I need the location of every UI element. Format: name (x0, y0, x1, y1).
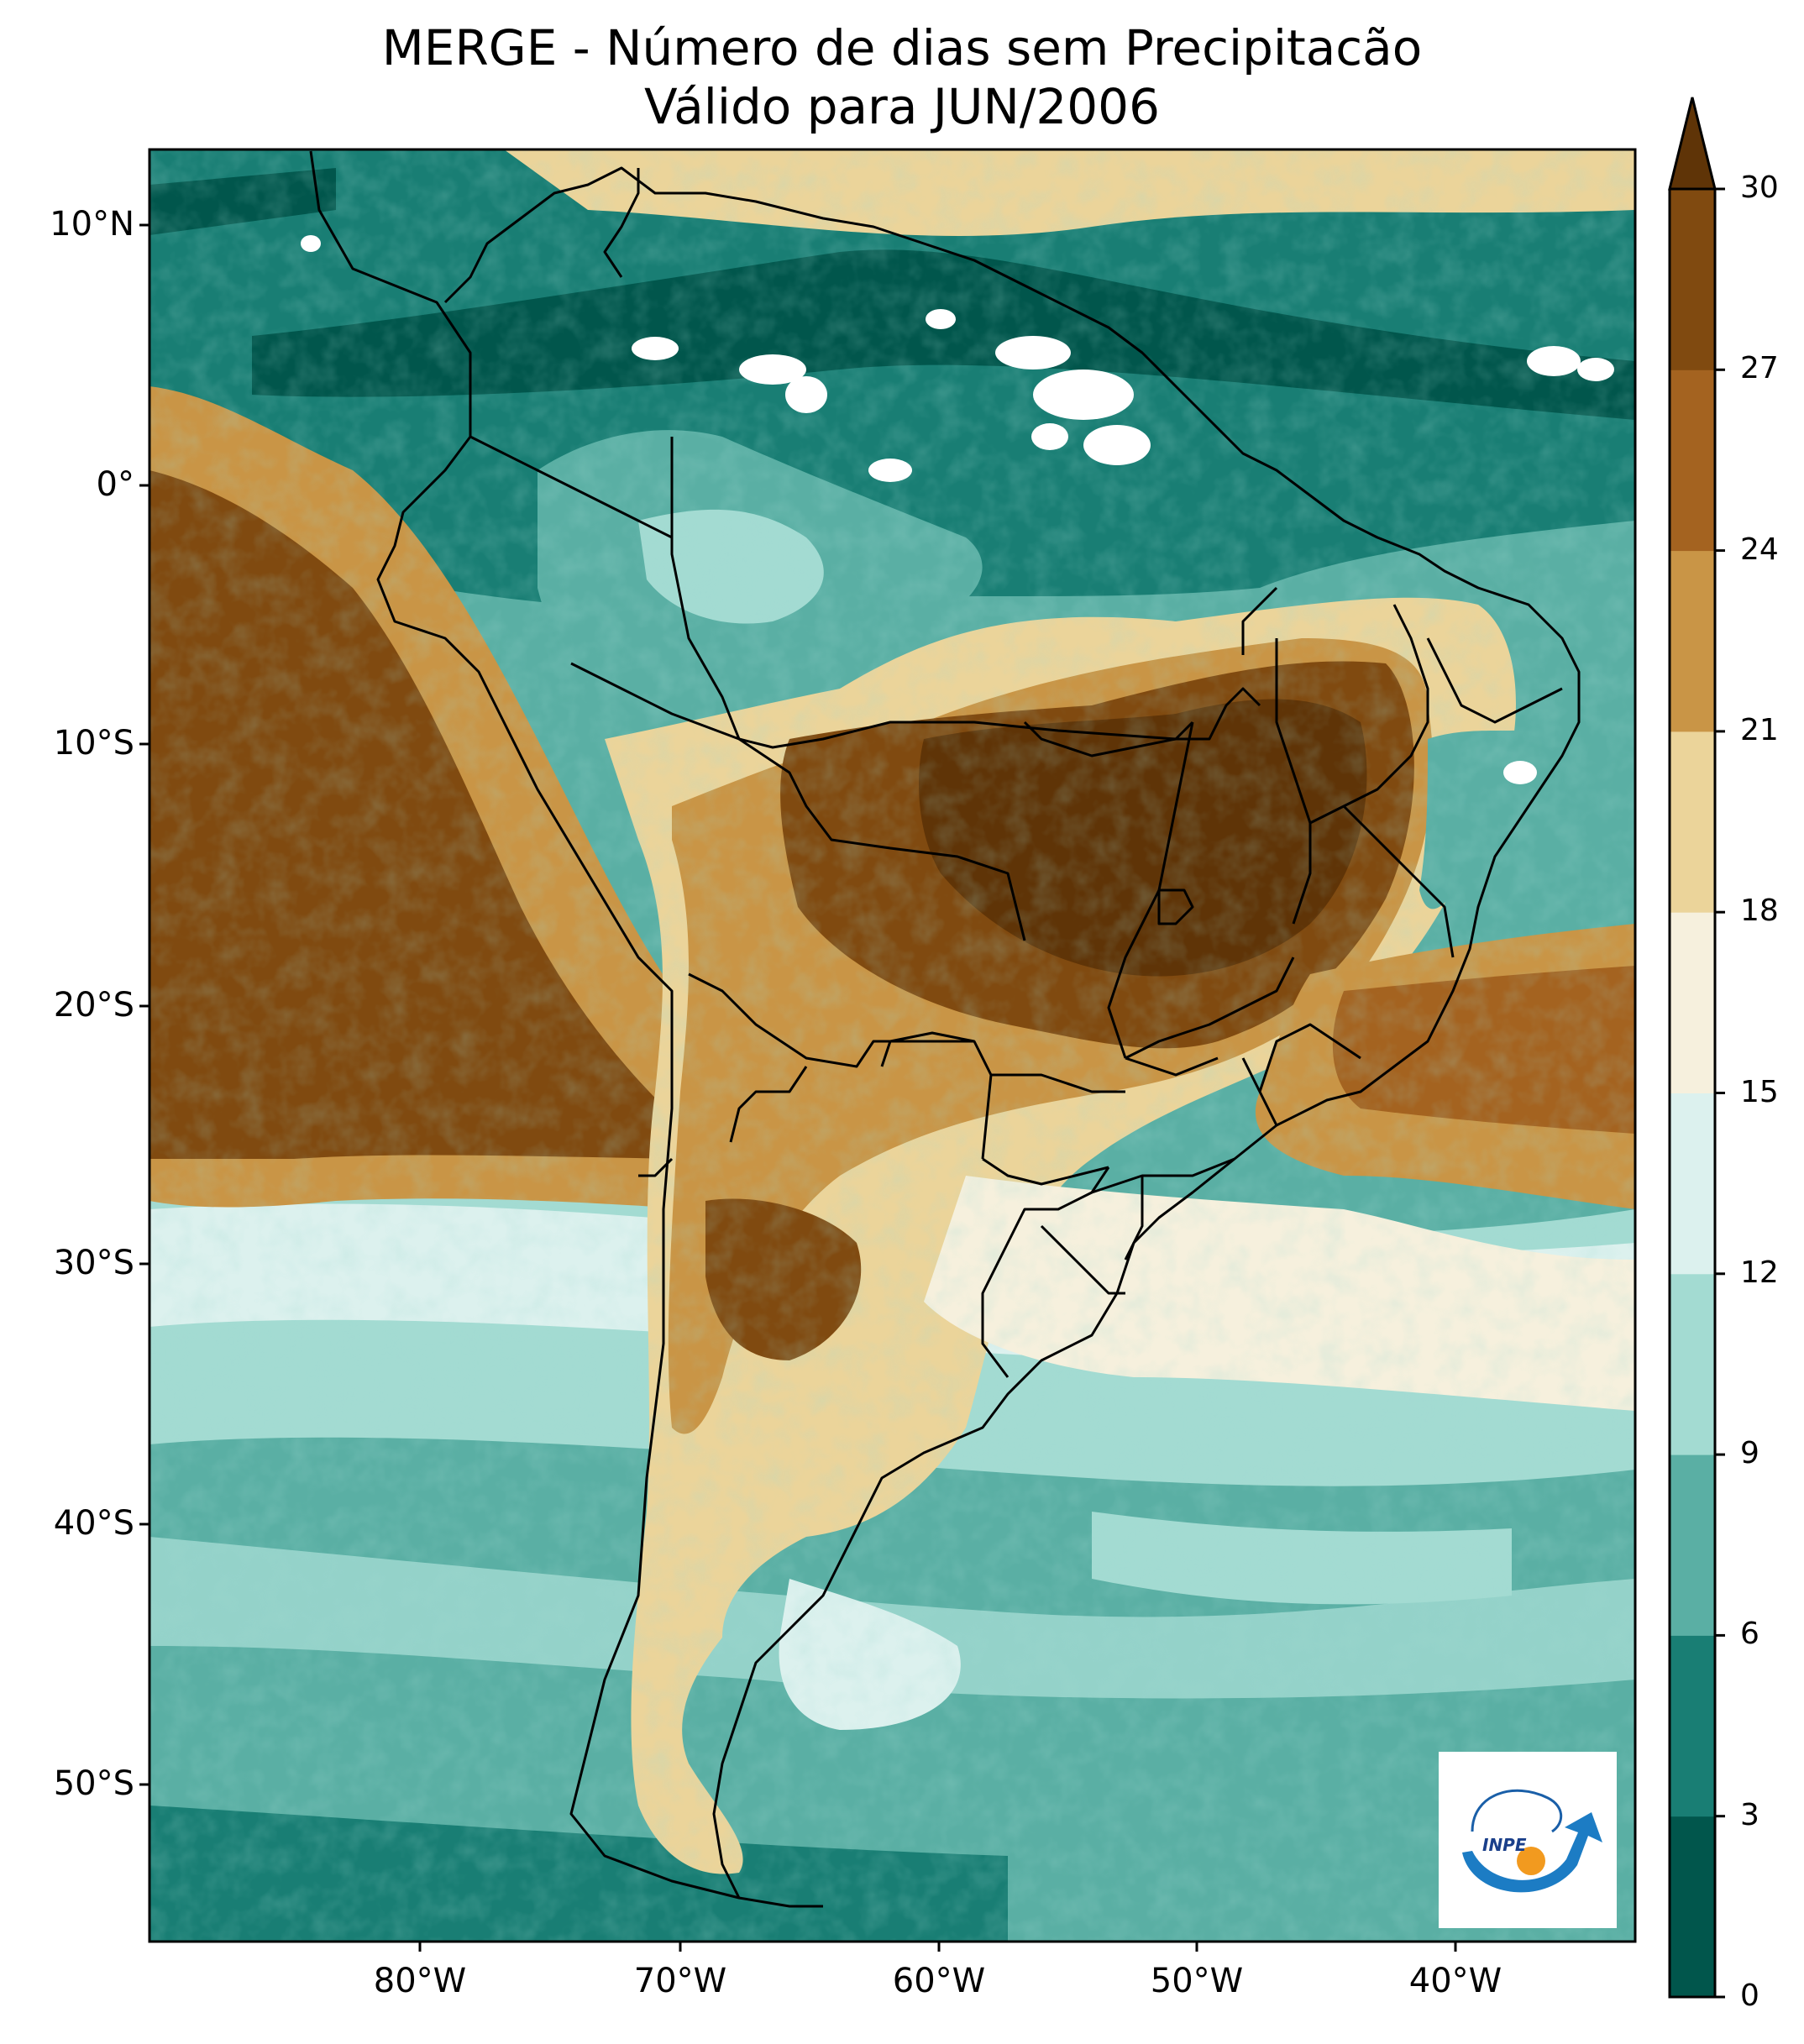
colorbar-segment (1670, 912, 1715, 1093)
colorbar-segment (1670, 1454, 1715, 1636)
colorbar-tick-label: 27 (1740, 351, 1779, 386)
lat-label-10s: 10°S (53, 724, 134, 763)
lon-label-80w: 80°W (373, 1962, 467, 2000)
colorbar-tick-label: 6 (1740, 1617, 1759, 1652)
map-field (149, 149, 1635, 1942)
lat-label-0: 0° (96, 465, 134, 504)
colorbar (1668, 97, 1725, 1999)
lon-tick-marks (418, 1942, 1457, 1952)
lat-label-10n: 10°N (50, 205, 134, 244)
colorbar-tick-label: 24 (1740, 532, 1779, 567)
colorbar-segment (1670, 1093, 1715, 1275)
colorbar-segment (1670, 369, 1715, 552)
colorbar-extend-arrow (1668, 97, 1717, 191)
lat-label-40s: 40°S (53, 1504, 134, 1543)
inpe-logo-text: INPE (1482, 1835, 1527, 1855)
lon-label-60w: 60°W (892, 1962, 986, 2000)
colorbar-segment (1670, 189, 1715, 370)
colorbar-segment (1670, 1816, 1715, 1998)
country-borders (309, 150, 1581, 1908)
no-data-patches (301, 235, 1614, 784)
colorbar-segment (1670, 731, 1715, 913)
title-line-2: Válido para JUN/2006 (644, 78, 1160, 135)
lon-label-40w: 40°W (1408, 1962, 1502, 2000)
lon-label-70w: 70°W (633, 1962, 727, 2000)
lat-tick-marks (139, 223, 149, 1786)
colorbar-tick-label: 0 (1740, 1978, 1759, 2013)
texture-overlay-light (149, 149, 1635, 1942)
lon-label-50w: 50°W (1150, 1962, 1244, 2000)
lat-label-30s: 30°S (53, 1244, 134, 1282)
map-title: MERGE - Número de dias sem Precipitacão … (0, 18, 1804, 136)
colorbar-segment (1670, 1273, 1715, 1455)
title-line-1: MERGE - Número de dias sem Precipitacão (381, 19, 1423, 76)
inpe-logo-icon: INPE (1462, 1789, 1602, 1893)
lat-label-20s: 20°S (53, 986, 134, 1025)
colorbar-tick-label: 18 (1740, 894, 1779, 929)
colorbar-tick-label: 30 (1740, 170, 1779, 205)
colorbar-tick-label: 9 (1740, 1436, 1759, 1471)
lat-label-50s: 50°S (53, 1764, 134, 1803)
colorbar-segment (1670, 550, 1715, 732)
colorbar-tick-label: 15 (1740, 1074, 1779, 1109)
colorbar-tick-label: 3 (1740, 1797, 1759, 1832)
colorbar-segment (1670, 1635, 1715, 1817)
map-frame (148, 148, 1637, 1943)
colorbar-tick-label: 21 (1740, 712, 1779, 747)
colorbar-tick-label: 12 (1740, 1255, 1779, 1290)
inpe-logo: INPE (1439, 1752, 1617, 1928)
